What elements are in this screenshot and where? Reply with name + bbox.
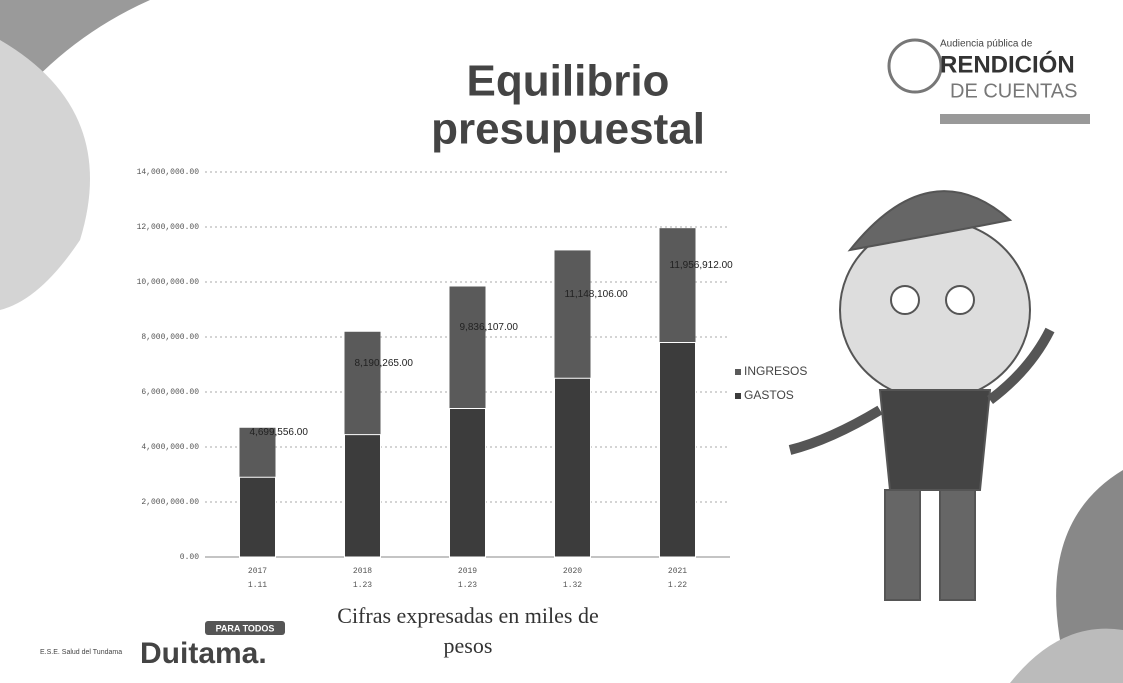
chart-title-line2: presupuestal [431, 105, 705, 154]
logo-icon [887, 38, 943, 94]
legend-swatch [735, 369, 741, 375]
data-label: 9,836,107.00 [460, 322, 519, 333]
data-label: 11,148,106.00 [565, 289, 629, 300]
logo-bar [940, 114, 1090, 124]
legend-swatch [735, 393, 741, 399]
y-tick-label: 8,000,000.00 [141, 333, 199, 342]
data-label: 11,956,912.00 [670, 260, 734, 271]
corner-decoration [0, 40, 90, 310]
bar [239, 476, 276, 558]
legend-label: INGRESOS [744, 364, 807, 378]
y-tick-label: 4,000,000.00 [141, 443, 199, 452]
note: pesos [444, 633, 493, 658]
x-tick-label: 2019 [458, 567, 477, 576]
footer-tag-bg [205, 621, 285, 635]
x-tick-sublabel: 1.23 [353, 581, 372, 590]
y-tick-label: 12,000,000.00 [137, 223, 200, 232]
corner-decoration [0, 0, 150, 120]
x-tick-sublabel: 1.22 [668, 581, 687, 590]
logo-subtitle: Audiencia pública de [940, 39, 1033, 50]
footer-tag: PARA TODOS [216, 623, 275, 633]
x-tick-label: 2018 [353, 567, 372, 576]
legend-label: GASTOS [744, 388, 794, 402]
bar [449, 408, 486, 558]
footer-city: Duitama. [140, 637, 267, 670]
y-tick-label: 14,000,000.00 [137, 168, 200, 177]
bar [554, 377, 591, 558]
x-tick-label: 2017 [248, 567, 267, 576]
data-label: 8,190,265.00 [355, 358, 414, 369]
bar [659, 342, 696, 558]
corner-decoration [1010, 628, 1123, 683]
note: Cifras expresadas en miles de [337, 603, 598, 628]
footer-entity: E.S.E. Salud del Tundama [40, 649, 122, 656]
y-tick-label: 6,000,000.00 [141, 388, 199, 397]
chart-title-line1: Equilibrio [467, 57, 670, 106]
x-tick-label: 2020 [563, 567, 582, 576]
x-tick-sublabel: 1.32 [563, 581, 582, 590]
x-tick-sublabel: 1.23 [458, 581, 477, 590]
data-label: 4,699,556.00 [250, 427, 309, 438]
y-tick-label: 2,000,000.00 [141, 498, 199, 507]
y-tick-label: 0.00 [180, 553, 199, 562]
mascot [788, 190, 1055, 601]
x-tick-sublabel: 1.11 [248, 581, 267, 590]
logo-brand: DE CUENTAS [950, 80, 1077, 102]
y-tick-label: 10,000,000.00 [137, 278, 200, 287]
logo-brand: RENDICIÓN [940, 50, 1075, 78]
bar [344, 434, 381, 558]
x-tick-label: 2021 [668, 567, 687, 576]
